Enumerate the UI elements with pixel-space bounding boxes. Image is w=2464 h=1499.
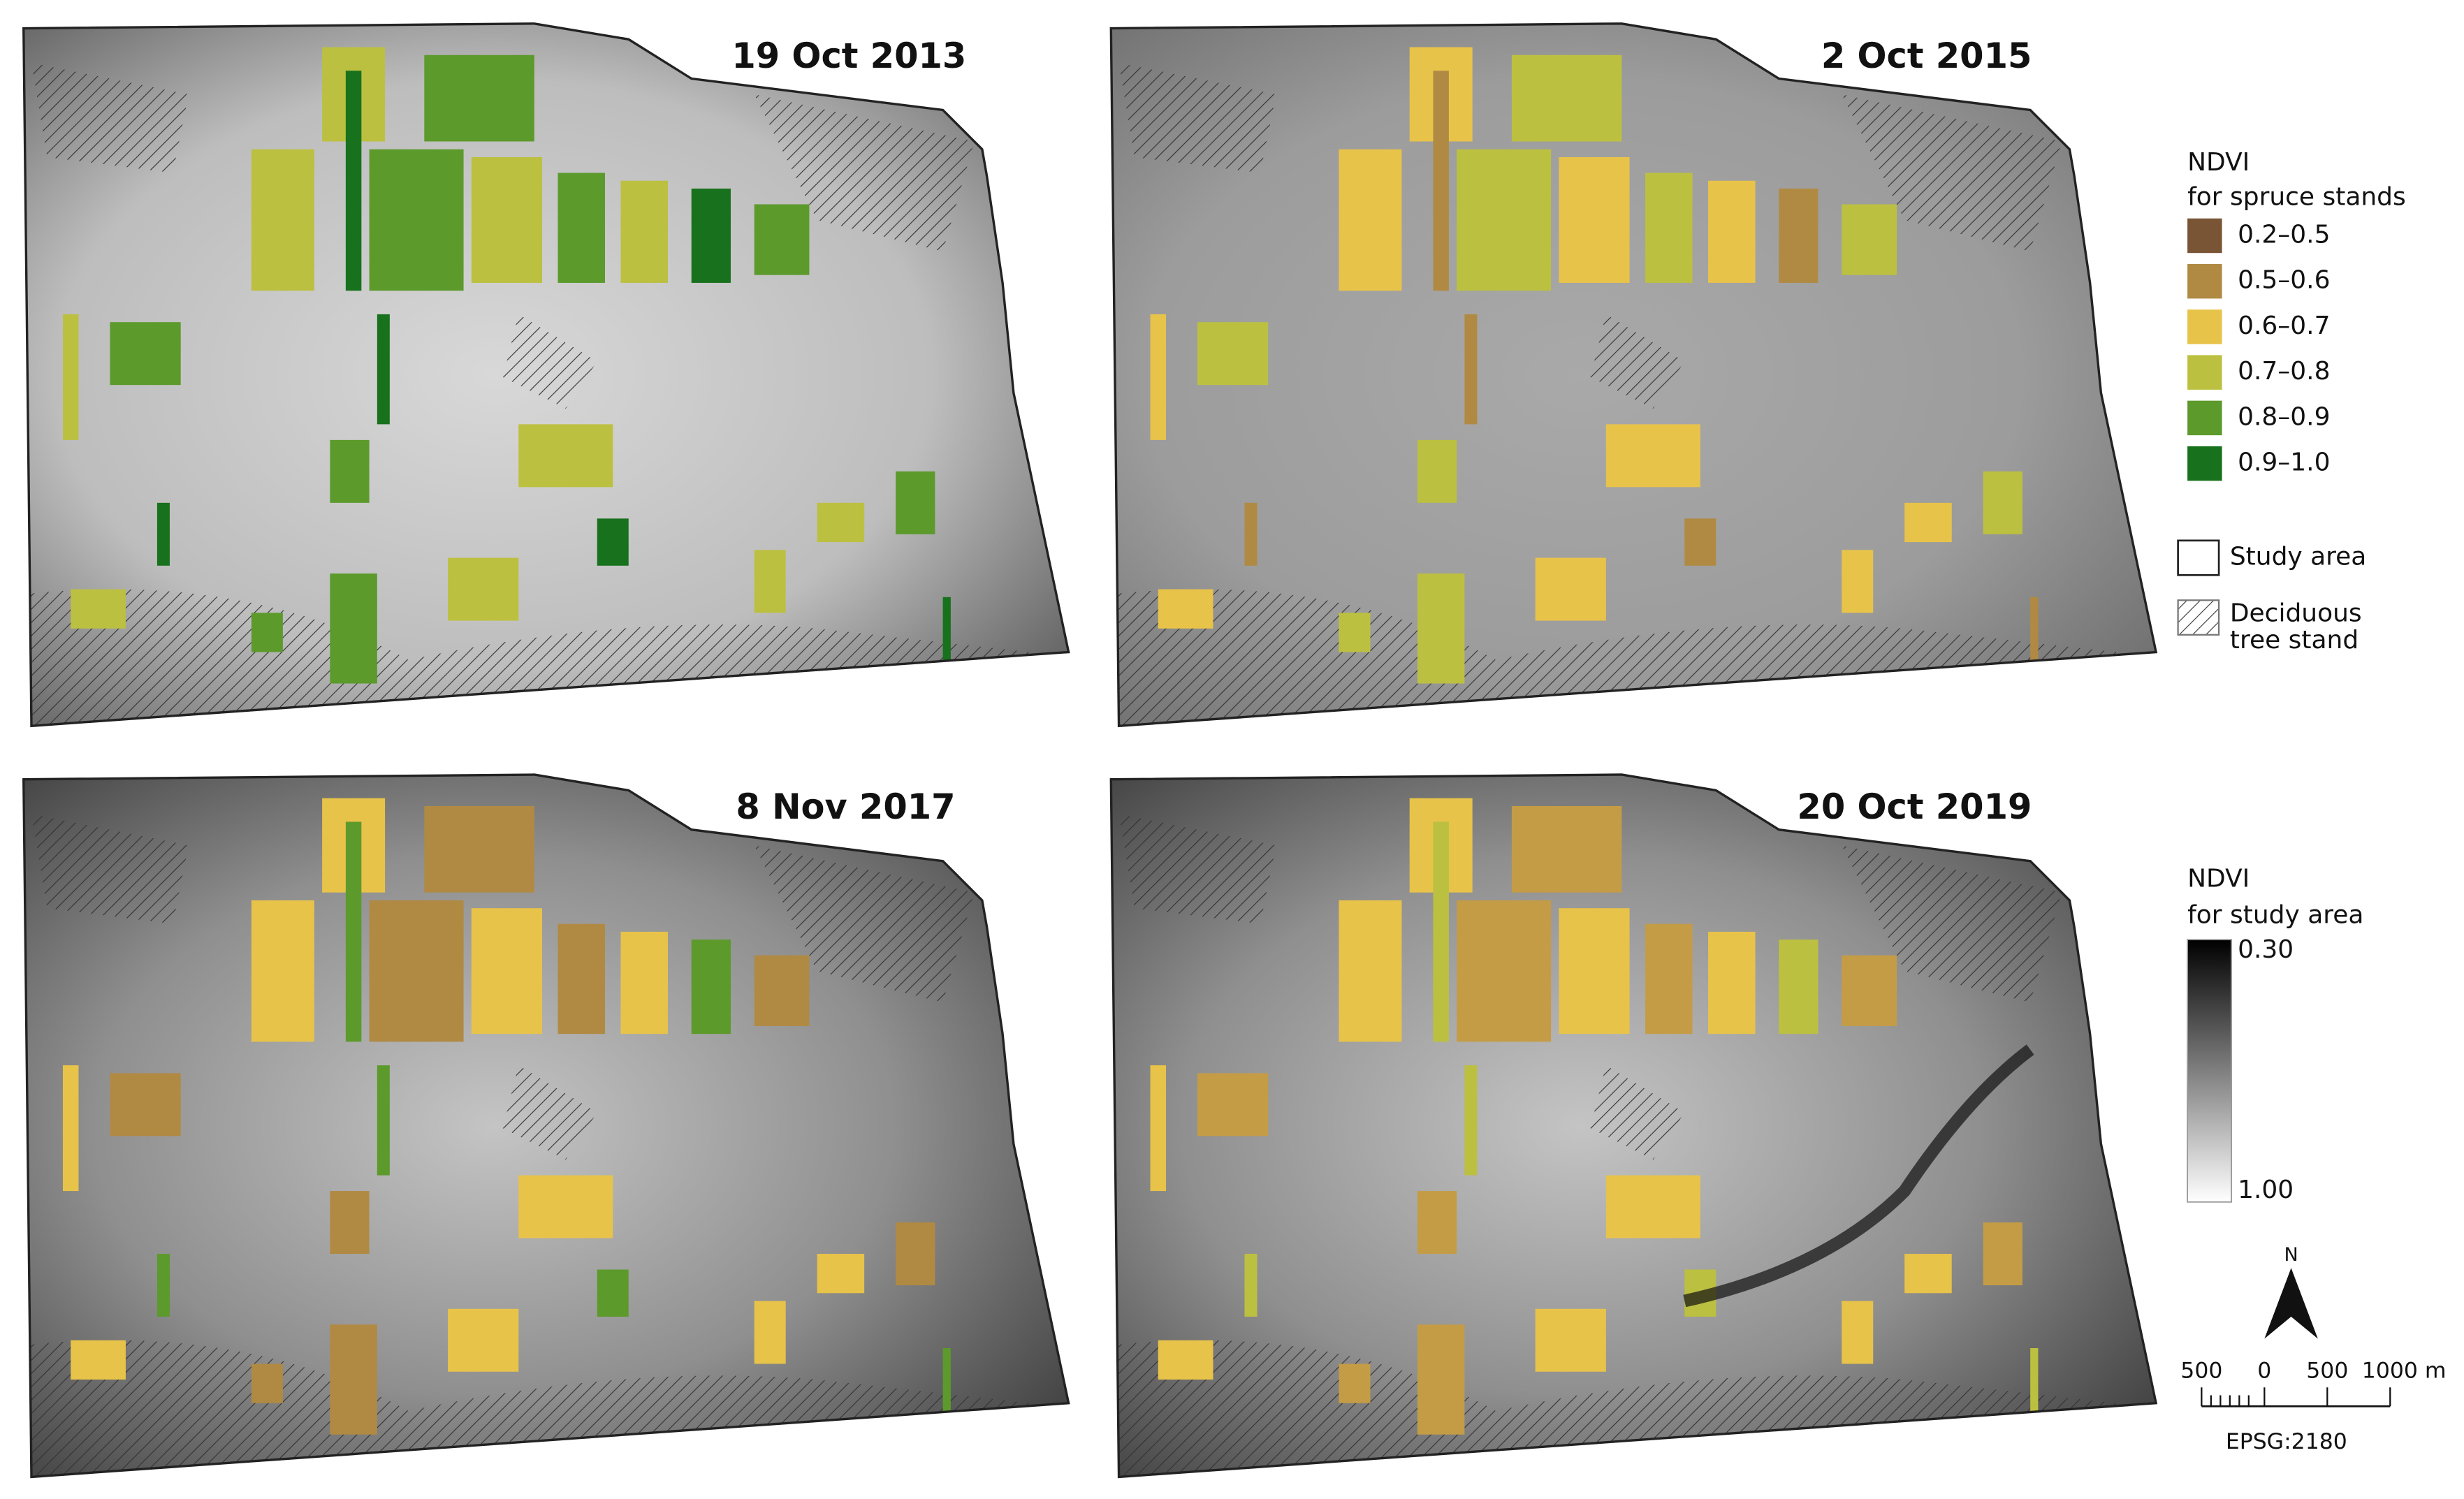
- scale-label: 500: [2180, 1359, 2222, 1384]
- legend-label: Study area: [2230, 543, 2367, 571]
- scale-bar: 500 0 500 1000 m EPSG:2180: [2180, 1359, 2446, 1454]
- legend-label: 0.9–1.0: [2238, 448, 2330, 477]
- legend-title: NDVI: [2187, 148, 2250, 177]
- panel-title: 2 Oct 2015: [1821, 36, 2032, 76]
- legend-swatch: [2187, 400, 2222, 436]
- legend-swatch: [2187, 446, 2222, 481]
- legend-label: 0.2–0.5: [2238, 220, 2330, 249]
- scale-label: 500: [2306, 1359, 2348, 1384]
- scale-label: 1000 m: [2362, 1359, 2447, 1384]
- map-panel: 8 Nov 2017: [22, 773, 1070, 1479]
- legend-swatch: [2187, 218, 2222, 254]
- legend: NDVI for spruce stands Study area Decidu…: [2177, 148, 2406, 1204]
- legend-title: for study area: [2187, 900, 2363, 929]
- panel-title: 20 Oct 2019: [1797, 787, 2032, 827]
- north-arrow-shape: [2264, 1268, 2318, 1339]
- study-area-swatch: [2177, 539, 2220, 576]
- deciduous-swatch: [2177, 599, 2220, 636]
- legend-label: 0.5–0.6: [2238, 266, 2330, 295]
- map-panel: 20 Oct 2019: [1109, 773, 2157, 1479]
- legend-swatch: [2187, 263, 2222, 299]
- scale-label: 0: [2257, 1359, 2271, 1384]
- map-panel: 2 Oct 2015: [1109, 22, 2157, 727]
- crs-label: EPSG:2180: [2226, 1429, 2347, 1454]
- north-arrow: N: [2264, 1244, 2318, 1339]
- legend-title: NDVI: [2187, 865, 2250, 893]
- legend-label: 0.7–0.8: [2238, 357, 2330, 386]
- legend-label: Deciduous: [2230, 599, 2362, 628]
- legend-swatch: [2187, 309, 2222, 344]
- legend-label: 0.8–0.9: [2238, 402, 2330, 431]
- panel-title: 8 Nov 2017: [736, 787, 955, 827]
- map-panel: 19 Oct 2013: [22, 22, 1070, 727]
- legend-label: 0.6–0.7: [2238, 312, 2330, 340]
- legend-swatch: [2187, 355, 2222, 390]
- legend-label: 1.00: [2238, 1176, 2294, 1204]
- panel-title: 19 Oct 2013: [731, 36, 966, 76]
- north-label: N: [2284, 1244, 2298, 1266]
- legend-title: for spruce stands: [2187, 182, 2406, 211]
- ndvi-gradient: [2187, 939, 2232, 1203]
- legend-label: 0.30: [2238, 935, 2294, 964]
- legend-label: tree stand: [2230, 626, 2359, 655]
